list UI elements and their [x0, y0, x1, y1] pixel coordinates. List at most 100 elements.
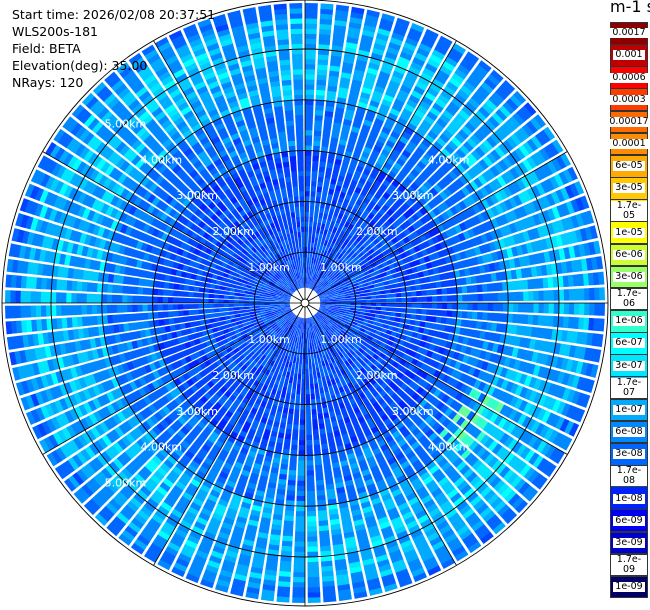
- gate-cell: [404, 262, 412, 270]
- gate-cell: [450, 318, 457, 326]
- gate-cell: [364, 251, 371, 258]
- gate-cell: [317, 181, 323, 188]
- gate-cell: [339, 323, 345, 328]
- gate-cell: [517, 413, 528, 426]
- gate-cell: [493, 479, 506, 492]
- gate-cell: [355, 305, 362, 309]
- gate-cell: [385, 89, 397, 98]
- gate-cell: [472, 226, 481, 236]
- gate-cell: [292, 582, 305, 588]
- gate-cell: [490, 149, 502, 161]
- gate-cell: [327, 271, 333, 277]
- gate-cell: [384, 315, 391, 321]
- gate-cell: [248, 306, 255, 309]
- gate-cell: [325, 245, 330, 252]
- gate-cell: [317, 276, 322, 282]
- gate-cell: [198, 309, 204, 315]
- gate-cell: [366, 136, 376, 145]
- gate-cell: [310, 283, 314, 289]
- gate-cell: [433, 183, 443, 193]
- gate-cell: [406, 268, 413, 275]
- gate-cell: [495, 216, 504, 227]
- gate-cell: [423, 203, 432, 213]
- gate-cell: [445, 317, 452, 325]
- gate-cell: [373, 144, 383, 153]
- gate-cell: [468, 440, 479, 452]
- gate-cell: [339, 268, 345, 274]
- gate-cell: [388, 170, 397, 179]
- gate-cell: [437, 266, 445, 274]
- gate-cell: [376, 175, 385, 183]
- gate-cell: [445, 421, 456, 431]
- gate-cell: [314, 237, 319, 244]
- gate-cell: [372, 90, 384, 99]
- gate-cell: [289, 357, 294, 363]
- gate-cell: [510, 150, 522, 163]
- gate-cell: [542, 315, 549, 327]
- gate-cell: [488, 116, 500, 128]
- gate-cell: [402, 394, 411, 403]
- gate-cell: [396, 197, 405, 206]
- gate-cell: [427, 58, 441, 69]
- gate-cell: [324, 224, 330, 231]
- gate-cell: [374, 330, 382, 336]
- gate-cell: [343, 238, 350, 246]
- gate-cell: [465, 51, 480, 63]
- gate-cell: [530, 153, 542, 167]
- gate-cell: [334, 295, 341, 298]
- gate-cell: [522, 123, 534, 137]
- gate-cell: [461, 434, 471, 445]
- gate-cell: [358, 261, 365, 267]
- gate-cell: [482, 139, 494, 151]
- gate-cell: [371, 303, 377, 307]
- gate-cell: [319, 254, 323, 261]
- gate-cell: [523, 203, 533, 216]
- gate-cell: [403, 275, 410, 281]
- gate-cell: [551, 206, 561, 219]
- gate-cell: [319, 18, 333, 25]
- gate-cell: [295, 394, 301, 400]
- gate-cell: [228, 307, 235, 311]
- gate-cell: [516, 109, 529, 122]
- gate-cell: [298, 343, 301, 349]
- gate-cell: [292, 424, 299, 431]
- gate-cell: [306, 333, 309, 339]
- gate-cell: [324, 317, 330, 323]
- gate-cell: [329, 293, 335, 297]
- gate-cell: [581, 332, 589, 345]
- gate-cell: [390, 268, 397, 274]
- gate-cell: [312, 268, 316, 274]
- gate-cell: [370, 328, 377, 334]
- gate-cell: [339, 133, 349, 141]
- gate-cell: [330, 204, 336, 211]
- gate-cell: [320, 299, 326, 302]
- gate-cell: [424, 342, 431, 350]
- gate-cell: [542, 395, 552, 409]
- gate-cell: [522, 159, 533, 172]
- gate-cell: [330, 231, 336, 238]
- gate-cell: [325, 203, 331, 210]
- gate-cell: [518, 219, 527, 231]
- gate-cell: [383, 280, 390, 286]
- gate-cell: [485, 168, 496, 180]
- gate-cell: [400, 382, 408, 391]
- gate-cell: [364, 312, 371, 317]
- gate-cell: [471, 93, 484, 105]
- gate-cell: [445, 397, 455, 407]
- gate-cell: [338, 288, 344, 292]
- gate-cell: [331, 199, 338, 207]
- gate-cell: [311, 414, 318, 420]
- gate-cell: [390, 331, 398, 337]
- gate-cell: [537, 315, 544, 326]
- gate-cell: [394, 282, 401, 288]
- gate-cell: [551, 191, 561, 205]
- gate-cell: [385, 139, 396, 149]
- gate-cell: [315, 313, 320, 319]
- gate-cell: [324, 309, 330, 312]
- gate-cell: [365, 326, 372, 332]
- gate-cell: [391, 148, 401, 158]
- gate-cell: [364, 261, 371, 267]
- gate-cell: [355, 248, 362, 255]
- gate-cell: [293, 561, 305, 568]
- gate-cell: [418, 76, 431, 87]
